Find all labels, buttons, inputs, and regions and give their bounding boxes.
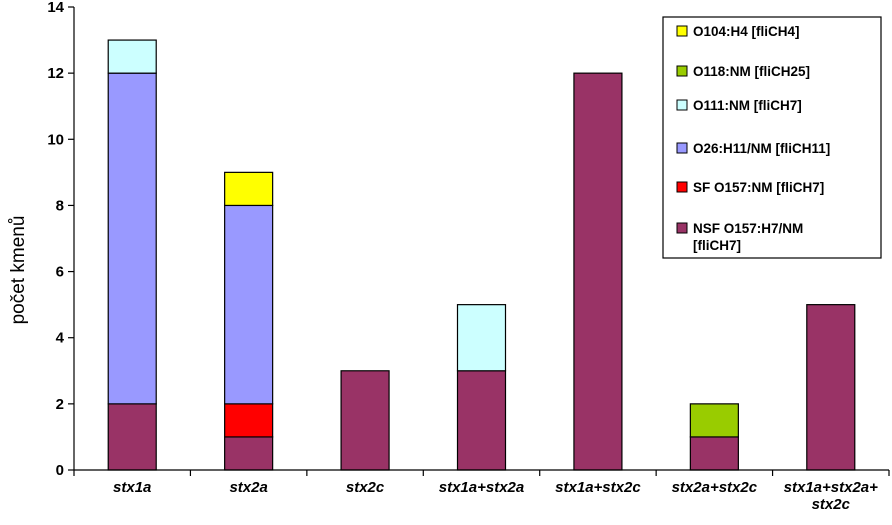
bar-segment <box>224 171 274 207</box>
legend-label: O111:NM [fliCH7] <box>693 98 802 113</box>
bar-segment <box>806 304 856 471</box>
legend-swatch <box>676 25 688 37</box>
x-tick-label: stx2a <box>229 479 267 496</box>
y-tick-label: 12 <box>47 65 64 82</box>
legend-label: O104:H4 [fliCH4] <box>693 24 800 39</box>
legend: O104:H4 [fliCH4] O118:NM [fliCH25] O111:NM… <box>662 16 882 259</box>
bar-segment <box>107 403 157 471</box>
x-tick-label: stx1a+stx2a <box>439 479 525 496</box>
bar-segment <box>573 72 623 471</box>
legend-label: SF O157:NM [fliCH7] <box>693 180 824 195</box>
y-axis-label: počet kmenů <box>8 216 29 325</box>
bar-segment <box>456 370 507 471</box>
legend-label: NSF O157:H7/NM [fliCH7] <box>693 221 803 253</box>
bar-segment <box>107 39 157 74</box>
bar-segment <box>689 403 739 438</box>
y-tick-label: 4 <box>56 330 65 347</box>
bar-segment <box>340 370 390 471</box>
legend-label: O118:NM [fliCH25] <box>693 64 810 79</box>
y-tick-label: 2 <box>56 396 64 413</box>
legend-swatch <box>676 99 688 111</box>
bar-segment <box>689 436 739 471</box>
x-tick-label: stx2a+stx2c <box>672 479 758 496</box>
bar-segment <box>456 304 507 372</box>
bar-segment <box>224 204 274 405</box>
bar-segment <box>224 403 274 438</box>
y-tick-label: 10 <box>47 131 64 148</box>
y-tick-label: 14 <box>47 0 64 16</box>
legend-label: O26:H11/NM [fliCH11] <box>693 141 830 156</box>
bar-segment <box>107 72 157 405</box>
y-tick-label: 6 <box>56 264 64 281</box>
y-tick-label: 8 <box>56 197 64 214</box>
y-tick-label: 0 <box>56 462 64 479</box>
legend-swatch <box>676 65 688 77</box>
x-tick-label: stx2c <box>346 479 385 496</box>
legend-swatch <box>676 181 688 193</box>
legend-swatch <box>676 142 688 154</box>
legend-swatch <box>676 222 688 234</box>
bar-segment <box>224 436 274 471</box>
x-tick-label: stx1a <box>113 479 151 496</box>
x-tick-label: stx1a+stx2c <box>555 479 641 496</box>
legend-box <box>662 16 882 259</box>
x-tick-label: stx1a+stx2a+ stx2c <box>784 479 878 513</box>
